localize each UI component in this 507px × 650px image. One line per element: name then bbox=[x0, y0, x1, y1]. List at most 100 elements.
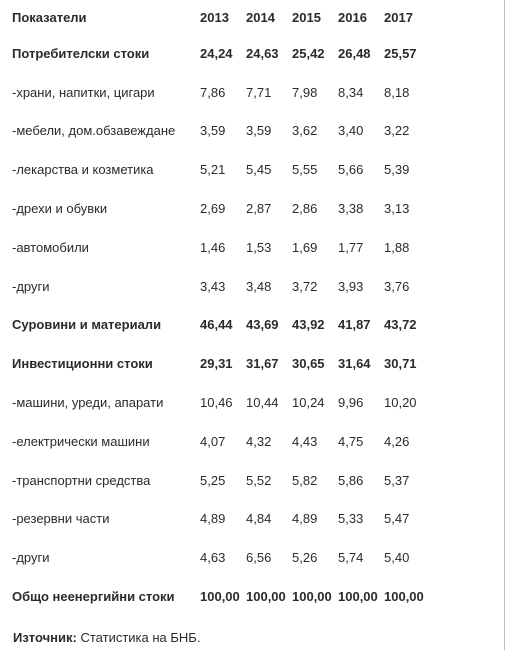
row-label: Инвестиционни стоки bbox=[12, 356, 153, 372]
row-value-2015: 3,72 bbox=[292, 278, 318, 294]
row-value-2017: 10,20 bbox=[384, 395, 417, 411]
row-value-2013: 3,43 bbox=[200, 278, 226, 294]
row-value-2013: 100,00 bbox=[200, 589, 240, 605]
table-row: -други 4,63 6,56 5,26 5,74 5,40 bbox=[6, 538, 430, 577]
header-year-2016: 2016 bbox=[338, 9, 367, 25]
table-row: -мебели, дом.обзавеждане 3,59 3,59 3,62 3,40… bbox=[6, 112, 430, 151]
row-value-2014: 7,71 bbox=[246, 84, 272, 100]
row-label: -автомобили bbox=[12, 239, 89, 255]
row-value-2013: 5,21 bbox=[200, 162, 226, 178]
table-row: Инвестиционни стоки 29,31 31,67 30,65 31,64 3… bbox=[6, 344, 430, 383]
row-value-2013: 1,46 bbox=[200, 239, 226, 255]
row-value-2017: 3,76 bbox=[384, 278, 410, 294]
row-value-2015: 4,43 bbox=[292, 433, 318, 449]
row-value-2013: 4,63 bbox=[200, 550, 226, 566]
header-year-2013: 2013 bbox=[200, 9, 229, 25]
table-row: -резервни части 4,89 4,84 4,89 5,33 5,47 bbox=[6, 500, 430, 539]
row-value-2017: 5,40 bbox=[384, 550, 410, 566]
row-value-2015: 100,00 bbox=[292, 589, 332, 605]
row-value-2017: 1,88 bbox=[384, 239, 410, 255]
row-value-2014: 3,59 bbox=[246, 123, 272, 139]
row-label: -други bbox=[12, 278, 50, 294]
table-row: -други 3,43 3,48 3,72 3,93 3,76 bbox=[6, 267, 430, 306]
row-value-2016: 1,77 bbox=[338, 239, 364, 255]
row-value-2013: 29,31 bbox=[200, 356, 233, 372]
table-row: -автомобили 1,46 1,53 1,69 1,77 1,88 bbox=[6, 228, 430, 267]
row-value-2016: 100,00 bbox=[338, 589, 378, 605]
row-value-2014: 2,87 bbox=[246, 201, 272, 217]
row-label: -дрехи и обувки bbox=[12, 201, 108, 217]
row-value-2014: 43,69 bbox=[246, 317, 279, 333]
row-value-2014: 5,45 bbox=[246, 162, 272, 178]
table-row: -лекарства и козметика 5,21 5,45 5,55 5,66 5,… bbox=[6, 150, 430, 189]
row-label: -машини, уреди, апарати bbox=[12, 395, 164, 411]
row-value-2017: 5,47 bbox=[384, 511, 410, 527]
row-value-2015: 10,24 bbox=[292, 395, 325, 411]
header-year-2015: 2015 bbox=[292, 9, 321, 25]
row-value-2016: 3,93 bbox=[338, 278, 364, 294]
row-value-2017: 43,72 bbox=[384, 317, 417, 333]
row-value-2013: 2,69 bbox=[200, 201, 226, 217]
row-label: Общо неенергийни стоки bbox=[12, 589, 175, 605]
row-value-2015: 25,42 bbox=[292, 45, 325, 61]
row-value-2017: 3,13 bbox=[384, 201, 410, 217]
row-label: -храни, напитки, цигари bbox=[12, 84, 155, 100]
table-body: Показатели 2013 2014 2015 2016 2017 Потр… bbox=[6, 0, 430, 616]
table-row: Общо неенергийни стоки 100,00 100,00 100,00… bbox=[6, 577, 430, 616]
row-value-2017: 3,22 bbox=[384, 123, 410, 139]
row-value-2015: 5,82 bbox=[292, 472, 318, 488]
row-value-2014: 6,56 bbox=[246, 550, 272, 566]
row-label: -лекарства и козметика bbox=[12, 162, 154, 178]
row-label: Суровини и материали bbox=[12, 317, 162, 333]
row-label: Потребителски стоки bbox=[12, 45, 150, 61]
row-value-2014: 4,32 bbox=[246, 433, 272, 449]
table-row: Суровини и материали 46,44 43,69 43,92 41,87… bbox=[6, 306, 430, 345]
row-value-2013: 24,24 bbox=[200, 45, 233, 61]
header-year-2014: 2014 bbox=[246, 9, 275, 25]
row-value-2013: 7,86 bbox=[200, 84, 226, 100]
table-row: Потребителски стоки 24,24 24,63 25,42 26,48 2… bbox=[6, 34, 430, 73]
table-row: -електрически машини 4,07 4,32 4,43 4,75 4,26 bbox=[6, 422, 430, 461]
row-value-2014: 4,84 bbox=[246, 511, 272, 527]
row-value-2014: 3,48 bbox=[246, 278, 272, 294]
row-value-2017: 4,26 bbox=[384, 433, 410, 449]
row-value-2014: 5,52 bbox=[246, 472, 272, 488]
table-row: -дрехи и обувки 2,69 2,87 2,86 3,38 3,13 bbox=[6, 189, 430, 228]
row-label: -други bbox=[12, 550, 50, 566]
row-value-2016: 8,34 bbox=[338, 84, 364, 100]
row-value-2015: 5,26 bbox=[292, 550, 318, 566]
data-table: Показатели 2013 2014 2015 2016 2017 Потр… bbox=[6, 0, 430, 616]
header-year-2017: 2017 bbox=[384, 9, 413, 25]
row-label: -резервни части bbox=[12, 511, 110, 527]
row-value-2013: 5,25 bbox=[200, 472, 226, 488]
row-value-2015: 3,62 bbox=[292, 123, 318, 139]
row-value-2015: 1,69 bbox=[292, 239, 318, 255]
row-value-2016: 3,38 bbox=[338, 201, 364, 217]
row-value-2015: 43,92 bbox=[292, 317, 325, 333]
row-value-2013: 46,44 bbox=[200, 317, 233, 333]
row-value-2015: 7,98 bbox=[292, 84, 318, 100]
row-value-2017: 100,00 bbox=[384, 589, 424, 605]
row-value-2016: 9,96 bbox=[338, 395, 364, 411]
row-value-2014: 1,53 bbox=[246, 239, 272, 255]
row-value-2016: 5,33 bbox=[338, 511, 364, 527]
row-value-2014: 10,44 bbox=[246, 395, 279, 411]
row-label: -електрически машини bbox=[12, 433, 150, 449]
table-row: -храни, напитки, цигари 7,86 7,71 7,98 8,34 8… bbox=[6, 73, 430, 112]
source-text: Статистика на БНБ. bbox=[76, 630, 201, 645]
row-label: -транспортни средства bbox=[12, 472, 151, 488]
row-value-2013: 10,46 bbox=[200, 395, 233, 411]
row-value-2016: 5,74 bbox=[338, 550, 364, 566]
row-value-2016: 31,64 bbox=[338, 356, 371, 372]
row-value-2017: 30,71 bbox=[384, 356, 417, 372]
source-note: Източник: Статистика на БНБ. bbox=[13, 630, 200, 645]
row-value-2013: 4,07 bbox=[200, 433, 226, 449]
header-indicators: Показатели bbox=[12, 9, 87, 25]
row-value-2016: 41,87 bbox=[338, 317, 371, 333]
row-value-2014: 24,63 bbox=[246, 45, 279, 61]
row-value-2016: 26,48 bbox=[338, 45, 371, 61]
row-value-2015: 5,55 bbox=[292, 162, 318, 178]
row-value-2016: 3,40 bbox=[338, 123, 364, 139]
row-value-2013: 4,89 bbox=[200, 511, 226, 527]
